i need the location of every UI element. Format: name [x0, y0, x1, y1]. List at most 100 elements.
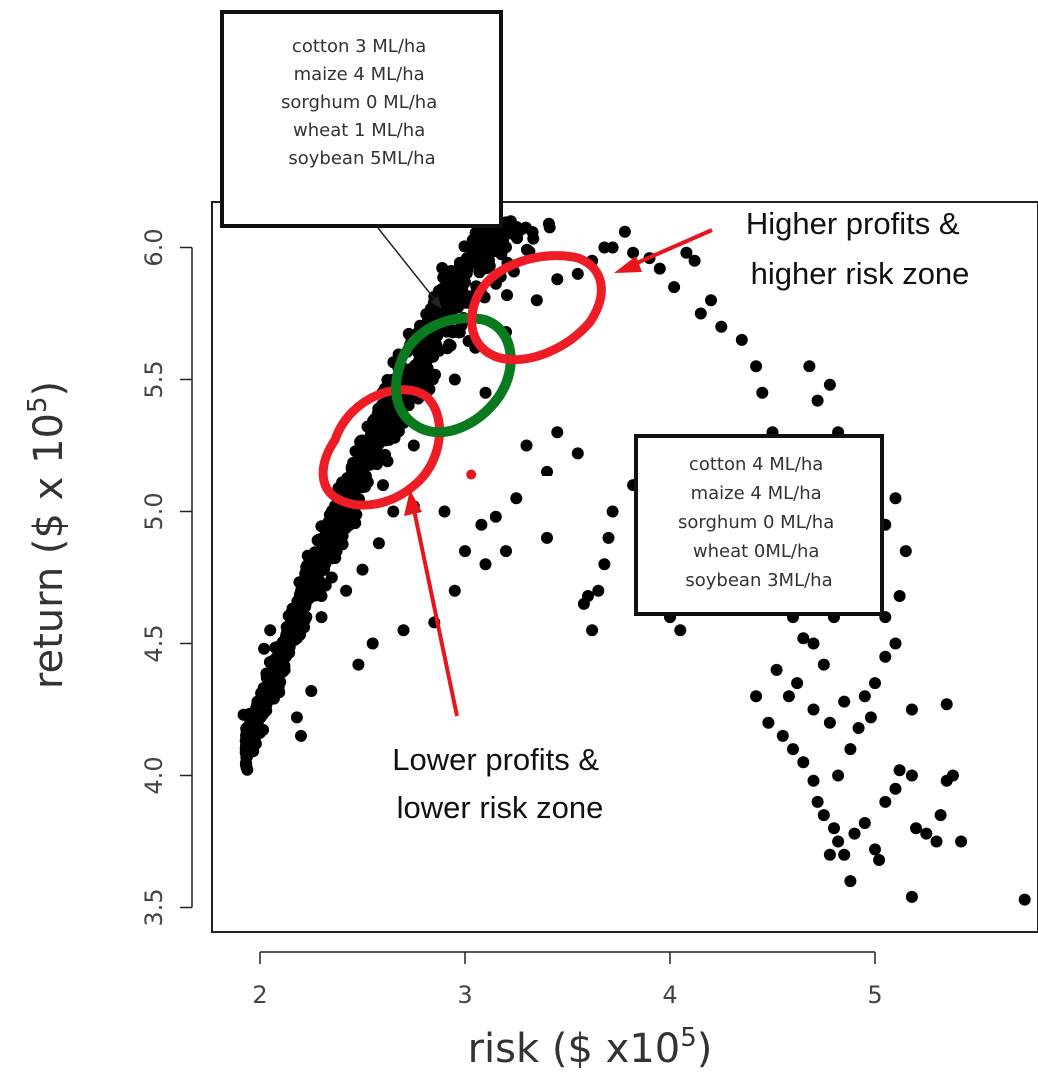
data-point: [864, 711, 877, 724]
data-points: [237, 215, 1031, 906]
data-point: [869, 677, 881, 690]
x-tick-label: 5: [867, 981, 882, 1009]
data-point: [828, 822, 840, 835]
x-tick-label: 4: [662, 981, 677, 1009]
data-point: [905, 703, 918, 716]
data-point: [807, 703, 820, 716]
data-point: [397, 624, 410, 637]
data-point: [479, 558, 492, 571]
data-point: [326, 517, 339, 530]
lower-annotation-text: cotton 4 ML/ha maize 4 ML/ha sorghum 0 M…: [678, 454, 840, 591]
data-point: [447, 293, 460, 306]
data-point: [680, 246, 693, 259]
lower-zone-arrow-head: [404, 490, 422, 516]
data-point: [653, 262, 666, 275]
data-point: [372, 425, 385, 437]
data-point: [598, 558, 611, 571]
x-axis: 2 3 4 5: [252, 951, 883, 1009]
data-point: [290, 711, 303, 724]
data-point: [448, 584, 461, 597]
data-point: [314, 545, 327, 558]
data-point: [284, 616, 297, 629]
data-point: [405, 363, 418, 376]
data-point: [366, 637, 379, 650]
data-point: [318, 563, 330, 576]
data-point: [668, 281, 681, 294]
data-point: [372, 537, 385, 550]
data-point: [500, 545, 512, 558]
data-point: [249, 737, 262, 750]
data-point: [797, 756, 810, 769]
data-point: [787, 743, 799, 756]
data-point: [444, 339, 457, 352]
data-point: [674, 624, 687, 637]
data-point: [791, 677, 804, 690]
data-point: [501, 289, 513, 302]
data-point: [838, 695, 851, 708]
lower-annotation-box: [634, 434, 884, 616]
data-point: [346, 484, 359, 497]
data-point: [910, 822, 922, 835]
lower-zone-label: Lower profits & lower risk zone: [392, 742, 607, 825]
data-point: [1018, 893, 1031, 906]
data-point: [305, 685, 318, 697]
data-point: [618, 225, 631, 238]
data-point: [551, 426, 564, 439]
data-point: [421, 353, 434, 366]
data-point: [429, 330, 442, 342]
data-point: [598, 241, 611, 254]
data-point: [893, 764, 906, 777]
data-point: [869, 843, 881, 856]
data-point: [934, 809, 947, 822]
data-point: [543, 221, 556, 234]
data-point: [848, 827, 861, 840]
lower-risk-zone-outline: [318, 385, 445, 510]
data-point: [889, 492, 902, 505]
data-point: [264, 669, 277, 682]
data-point: [407, 373, 420, 386]
y-axis-title: return ($ x 105): [23, 381, 72, 689]
upper-annotation-text: cotton 3 ML/ha maize 4 ML/ha sorghum 0 M…: [281, 36, 443, 169]
data-point: [315, 611, 328, 624]
y-tick-label: 5.5: [140, 360, 168, 398]
data-point: [448, 373, 461, 386]
data-point: [577, 597, 590, 610]
data-point: [832, 835, 845, 848]
data-point: [387, 505, 400, 518]
data-point: [893, 590, 906, 602]
data-point: [899, 545, 912, 558]
data-point: [258, 642, 271, 655]
data-point: [811, 795, 824, 808]
data-point: [237, 708, 250, 721]
data-point: [807, 774, 820, 787]
plot-frame: [211, 201, 1038, 933]
data-point: [292, 600, 305, 613]
data-point: [382, 408, 395, 421]
data-point: [705, 294, 717, 307]
y-tick-label: 4.0: [140, 756, 168, 794]
data-point: [817, 658, 830, 671]
data-point: [823, 378, 836, 391]
data-point: [407, 439, 420, 452]
data-point: [694, 307, 707, 320]
data-point: [551, 273, 564, 286]
data-point: [858, 817, 871, 829]
data-point: [447, 271, 460, 283]
data-point: [295, 729, 307, 742]
data-point: [770, 663, 783, 676]
data-point: [436, 306, 449, 319]
data-point: [520, 439, 533, 452]
data-point: [735, 333, 748, 346]
data-point: [334, 510, 347, 523]
x-tick-label: 2: [252, 981, 267, 1009]
data-point: [355, 450, 368, 463]
data-point: [367, 444, 380, 457]
data-point: [347, 456, 360, 469]
data-point: [832, 769, 845, 782]
data-point: [817, 809, 830, 822]
upper-box-pointer-head: [430, 296, 442, 309]
data-point: [756, 386, 769, 399]
higher-risk-zone-outline: [467, 251, 606, 365]
data-point: [750, 360, 763, 373]
data-point: [797, 632, 810, 645]
